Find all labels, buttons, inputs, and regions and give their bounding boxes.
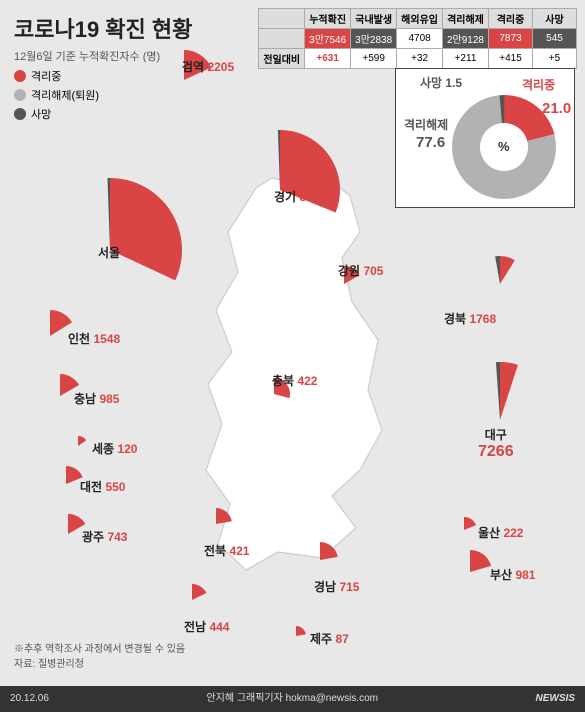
svg-text:77.6: 77.6 (416, 134, 445, 151)
footnote-2: 자료: 질병관리청 (14, 655, 185, 670)
legend-item: 격리중 (14, 68, 99, 84)
region-label: 대구7266 (478, 426, 514, 461)
summary-donut: % 사망 1.5 격리중 21.0 격리해제 77.6 (396, 69, 576, 209)
region-pie-대구: 대구7266 (442, 362, 558, 478)
region-pie-경북: 경북 1768 (472, 256, 528, 312)
region-pie-세종: 세종 120 (68, 436, 88, 456)
region-label: 강원 705 (338, 262, 383, 279)
region-pie-부산: 부산 981 (448, 550, 492, 594)
region-label: 서울 1만205 (98, 244, 161, 261)
region-label: 검역 2205 (182, 58, 234, 75)
svg-text:사망 1.5: 사망 1.5 (420, 75, 462, 90)
region-pie-경기: 경기 8159 (220, 130, 340, 250)
region-pie-강원: 강원 705 (326, 266, 362, 302)
region-label: 경기 8159 (274, 188, 326, 205)
region-label: 대전 550 (80, 478, 125, 495)
region-pie-전북: 전북 421 (200, 508, 232, 540)
footer: 20.12.06 안지혜 그래픽기자 hokma@newsis.com NEWS… (0, 686, 585, 712)
legend: 격리중격리해제(퇴원) 사망 (14, 68, 99, 125)
region-label: 광주 743 (82, 528, 127, 545)
region-pie-충남: 충남 985 (38, 374, 82, 418)
region-pie-검역: 검역 2205 (154, 50, 214, 110)
footnote-1: ※추후 역학조사 과정에서 변경될 수 있음 (14, 640, 185, 655)
legend-label: 사망 (31, 106, 51, 122)
footer-brand: NEWSIS (536, 686, 575, 712)
legend-item: 격리해제(퇴원) (14, 87, 99, 103)
region-pie-인천: 인천 1548 (24, 310, 76, 362)
region-pie-전남: 전남 444 (176, 584, 208, 616)
pie-chart (451, 517, 477, 543)
region-label: 충북 422 (272, 372, 317, 389)
pie-chart (472, 256, 528, 312)
svg-text:21.0: 21.0 (542, 100, 571, 117)
svg-text:격리중: 격리중 (522, 77, 555, 92)
pie-chart (68, 436, 88, 456)
legend-label: 격리해제(퇴원) (31, 87, 99, 103)
pie-chart (200, 508, 232, 540)
legend-dot (14, 108, 26, 120)
region-label: 충남 985 (74, 390, 119, 407)
stats-table: 누적확진국내발생해외유입격리해제격리중사망3만75463만283847082만9… (258, 8, 577, 69)
pie-chart (176, 584, 208, 616)
svg-text:격리해제: 격리해제 (404, 117, 448, 132)
region-pie-대전: 대전 550 (48, 466, 84, 502)
region-label: 제주 87 (310, 630, 349, 647)
region-pie-울산: 울산 222 (451, 517, 477, 543)
legend-dot (14, 89, 26, 101)
region-label: 경북 1768 (444, 310, 496, 327)
region-pie-제주: 제주 87 (286, 626, 306, 646)
summary-donut-box: % 사망 1.5 격리중 21.0 격리해제 77.6 (395, 68, 575, 208)
legend-item: 사망 (14, 106, 99, 122)
pie-chart (448, 550, 492, 594)
region-label: 전남 444 (184, 618, 229, 635)
region-label: 세종 120 (92, 440, 137, 457)
region-label: 부산 981 (490, 566, 535, 583)
region-label: 전북 421 (204, 542, 249, 559)
region-label: 울산 222 (478, 524, 523, 541)
region-label: 경남 715 (314, 578, 359, 595)
legend-dot (14, 70, 26, 82)
pie-chart (48, 466, 84, 502)
pie-chart (302, 542, 338, 578)
footer-credit: 안지혜 그래픽기자 hokma@newsis.com (206, 686, 378, 712)
region-pie-광주: 광주 743 (48, 514, 88, 554)
region-pie-서울: 서울 1만205 (38, 178, 182, 322)
region-pie-경남: 경남 715 (302, 542, 338, 578)
region-label: 인천 1548 (68, 330, 120, 347)
footer-date: 20.12.06 (10, 686, 49, 712)
svg-text:%: % (498, 139, 510, 154)
pie-chart (286, 626, 306, 646)
legend-label: 격리중 (31, 68, 61, 84)
region-pie-충북: 충북 422 (258, 378, 290, 410)
footnote: ※추후 역학조사 과정에서 변경될 수 있음 자료: 질병관리청 (14, 640, 185, 670)
